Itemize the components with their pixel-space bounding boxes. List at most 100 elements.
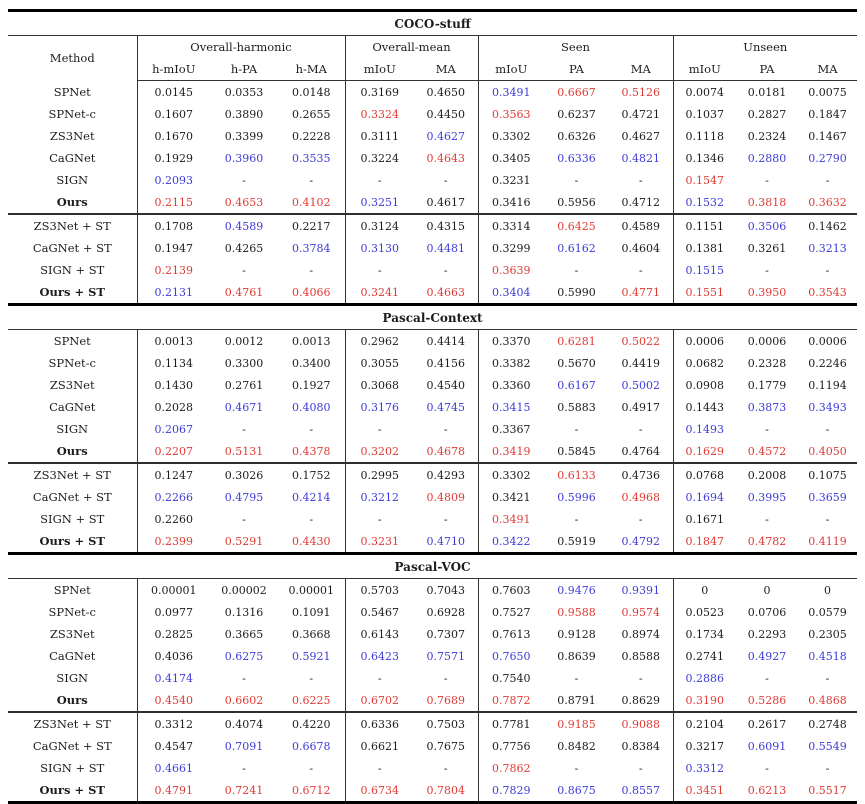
header-group-row: Method Overall-harmonic Overall-mean Seen Un… (8, 35, 858, 65)
value-cell: - (765, 761, 769, 775)
value-cell: - (638, 761, 643, 775)
value-cell: 0.7540 (477, 667, 544, 689)
method-cell: SPNet-c (48, 605, 96, 619)
value-cell: 0.3360 (477, 374, 544, 396)
value-cell: 0.3535 (292, 151, 331, 165)
value-cell: 0.6423 (344, 645, 414, 667)
value-cell: 0.4764 (621, 444, 661, 458)
value-cell: 0.3224 (344, 147, 414, 169)
method-cell: CaGNet + ST (32, 490, 112, 504)
value-cell: 0.4712 (621, 195, 661, 209)
table-row: SPNet 0.0145 0.0353 0.0148 0.3169 0.4650 0.349… (8, 80, 857, 103)
value-cell: - (765, 671, 769, 685)
value-cell: 0.3190 (672, 689, 736, 712)
value-cell: 0.4481 (426, 241, 466, 255)
value-cell: 0.0977 (136, 601, 210, 623)
value-cell: 0.2008 (736, 462, 798, 486)
value-cell: 0.9128 (557, 627, 596, 641)
value-cell: 0.1779 (747, 378, 787, 392)
value-cell: 0.2228 (292, 129, 331, 143)
value-cell: 0.3026 (210, 462, 278, 486)
value-cell: - (344, 418, 414, 440)
value-cell: 0.2260 (136, 508, 210, 530)
value-cell: 0.4589 (609, 213, 673, 237)
value-cell: 0.5291 (224, 534, 264, 548)
method-cell: Ours + ST (39, 783, 105, 797)
header-subcol-row: h-mIoU h-PA h-MA mIoU MA mIoU PA MA mIoU PA MA (8, 58, 858, 81)
value-cell: 0.6336 (344, 711, 414, 735)
value-cell: 0.3312 (672, 757, 736, 779)
value-cell: 0.3665 (224, 627, 264, 641)
value-cell: 0.6133 (544, 462, 609, 486)
value-cell: 0.8557 (621, 783, 661, 797)
value-cell: 0.3217 (672, 735, 736, 757)
value-cell: 0.2131 (136, 281, 210, 305)
value-cell: 0.4156 (426, 356, 466, 370)
value-cell: 0.3169 (344, 80, 414, 103)
value-cell: 0.6326 (557, 129, 596, 143)
value-cell: 0.5845 (557, 444, 596, 458)
table-row: CaGNet + ST 0.1947 0.4265 0.3784 0.3130 0.448… (8, 237, 857, 259)
value-cell: 0.1694 (672, 486, 736, 508)
value-cell: 0.0006 (808, 334, 847, 348)
value-cell: 0.3890 (224, 107, 264, 121)
value-cell: 0.2880 (747, 151, 787, 165)
value-cell: 0.3405 (477, 147, 544, 169)
value-cell: 0.5996 (557, 490, 596, 504)
value-cell: 0.6213 (747, 783, 787, 797)
value-cell: 0.3302 (477, 462, 544, 486)
value-cell: - (242, 422, 246, 436)
value-cell: 0.3784 (292, 241, 331, 255)
value-cell: 0.5670 (557, 356, 596, 370)
value-cell: - (344, 667, 414, 689)
value-cell: 0.4265 (224, 241, 264, 255)
table-row: CaGNet + ST 0.4547 0.7091 0.6678 0.6621 0.767… (8, 735, 857, 757)
value-cell: 0.7503 (414, 711, 478, 735)
value-cell: 0.1316 (224, 605, 264, 619)
table-row: CaGNet 0.4036 0.6275 0.5921 0.6423 0.7571 0.76… (8, 645, 857, 667)
value-cell: 0.2266 (136, 486, 210, 508)
value-cell: 0.9476 (557, 583, 596, 597)
value-cell: - (309, 761, 314, 775)
value-cell: 0.1629 (672, 440, 736, 463)
col-subheader: mIoU (672, 58, 736, 81)
value-cell: 0.3300 (224, 356, 264, 370)
value-cell: 0.3111 (344, 125, 414, 147)
value-cell: 0.6702 (344, 689, 414, 712)
value-cell: 0.6602 (224, 693, 264, 707)
value-cell: 0.0012 (224, 334, 264, 348)
value-cell: 0.5467 (344, 601, 414, 623)
value-cell: 0.1467 (808, 129, 847, 143)
table-row: ZS3Net 0.1670 0.3399 0.2228 0.3111 0.4627 0.33… (8, 125, 857, 147)
value-cell: 0.4036 (136, 645, 210, 667)
value-cell: 0.1927 (292, 378, 331, 392)
method-cell: CaGNet (49, 151, 96, 165)
value-cell: 0.2328 (747, 356, 787, 370)
value-cell: - (638, 263, 643, 277)
value-cell: 0.9391 (621, 583, 661, 597)
value-cell: 0.0768 (672, 462, 736, 486)
table-row: SIGN 0.2093 - - - - 0.3231 - - 0.1547 - - (8, 169, 857, 191)
value-cell: 0.3960 (224, 151, 264, 165)
value-cell: 0.3124 (344, 213, 414, 237)
value-cell: 0.4721 (621, 107, 661, 121)
value-cell: 0.00002 (221, 583, 267, 597)
value-cell: - (825, 173, 830, 187)
value-cell: 0.3382 (477, 352, 544, 374)
value-cell: 0.0145 (136, 80, 210, 103)
col-subheader: PA (736, 58, 798, 81)
col-subheader: PA (544, 58, 609, 81)
table-row: CaGNet + ST 0.2266 0.4795 0.4214 0.3212 0.480… (8, 486, 857, 508)
value-cell: - (242, 263, 246, 277)
value-cell: 0.4214 (292, 490, 331, 504)
value-cell: - (309, 173, 314, 187)
value-cell: 0.2790 (808, 151, 847, 165)
value-cell: 0.3399 (224, 129, 264, 143)
value-cell: 0.7091 (224, 739, 264, 753)
value-cell: - (344, 169, 414, 191)
value-cell: 0.7781 (477, 711, 544, 735)
value-cell: - (825, 263, 830, 277)
method-cell: SPNet (53, 84, 91, 99)
value-cell: 0.6928 (426, 605, 466, 619)
col-subheader: mIoU (344, 58, 414, 81)
